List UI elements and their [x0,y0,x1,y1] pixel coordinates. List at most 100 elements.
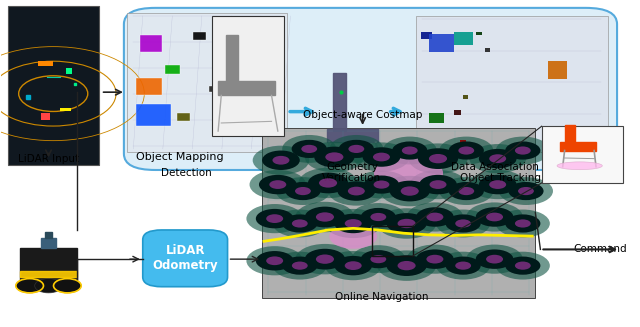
Circle shape [316,254,334,264]
Circle shape [285,182,321,200]
Circle shape [515,146,531,155]
Circle shape [345,261,362,270]
Circle shape [259,175,297,194]
Text: Object-aware Costmap: Object-aware Costmap [303,110,422,120]
Circle shape [458,187,474,195]
Circle shape [345,219,362,228]
Circle shape [429,154,447,163]
FancyBboxPatch shape [66,68,72,74]
Circle shape [246,246,303,275]
Circle shape [325,209,381,238]
Circle shape [351,245,405,273]
Circle shape [515,219,531,228]
FancyBboxPatch shape [177,113,190,121]
Text: Geometry
Verification: Geometry Verification [323,162,381,183]
Circle shape [334,256,372,275]
FancyBboxPatch shape [221,60,230,66]
FancyBboxPatch shape [41,113,50,120]
Circle shape [305,249,345,269]
Circle shape [486,255,503,264]
FancyBboxPatch shape [136,104,171,126]
Circle shape [377,208,436,239]
Circle shape [256,209,294,228]
Circle shape [426,213,444,221]
Circle shape [416,207,454,227]
Circle shape [505,142,540,160]
Text: LiDAR Input: LiDAR Input [18,154,79,164]
FancyBboxPatch shape [127,13,287,152]
Circle shape [296,244,355,274]
Circle shape [292,262,308,270]
Ellipse shape [557,162,602,170]
Circle shape [253,146,309,175]
Circle shape [282,257,317,275]
Text: Online Navigation: Online Navigation [335,292,428,302]
Polygon shape [218,81,275,95]
Circle shape [401,186,419,196]
FancyBboxPatch shape [460,140,467,144]
Circle shape [467,202,523,232]
Circle shape [449,142,484,160]
Text: Data Association &
Object Tracking: Data Association & Object Tracking [451,162,550,183]
Circle shape [305,142,364,172]
Circle shape [508,182,543,200]
Circle shape [305,207,345,227]
Polygon shape [559,143,596,150]
Circle shape [476,250,513,269]
Circle shape [348,187,365,196]
FancyBboxPatch shape [463,95,468,99]
Circle shape [439,177,493,205]
Circle shape [314,146,355,167]
Circle shape [308,173,348,193]
Circle shape [469,144,526,173]
FancyBboxPatch shape [429,113,444,123]
Circle shape [256,251,294,270]
Polygon shape [20,271,77,277]
Circle shape [390,181,430,201]
Circle shape [35,279,62,293]
FancyBboxPatch shape [454,110,461,115]
Polygon shape [327,129,378,143]
Circle shape [292,140,327,158]
Circle shape [410,170,467,199]
FancyBboxPatch shape [454,32,472,45]
Circle shape [499,177,553,205]
Circle shape [364,176,399,194]
Circle shape [353,143,410,172]
Circle shape [406,202,463,232]
Circle shape [298,168,358,198]
Circle shape [467,245,523,274]
FancyBboxPatch shape [429,34,454,52]
Circle shape [469,170,526,199]
FancyBboxPatch shape [476,31,482,35]
Text: Object Mapping: Object Mapping [136,152,224,162]
Circle shape [496,137,550,164]
Circle shape [439,137,493,164]
Circle shape [348,145,364,153]
Circle shape [402,146,418,155]
Circle shape [276,177,330,205]
Circle shape [397,219,415,228]
Circle shape [505,215,540,232]
Circle shape [371,255,387,263]
Text: Detection: Detection [161,168,212,178]
FancyBboxPatch shape [262,128,536,298]
Polygon shape [564,125,575,146]
FancyBboxPatch shape [209,86,218,92]
Circle shape [479,175,516,194]
Circle shape [273,210,327,237]
Circle shape [361,208,396,226]
Circle shape [262,150,300,170]
Circle shape [380,176,439,206]
FancyBboxPatch shape [421,31,433,39]
Polygon shape [20,248,77,280]
Circle shape [419,175,457,194]
Circle shape [355,171,408,198]
Circle shape [373,153,390,162]
Circle shape [383,137,436,164]
FancyBboxPatch shape [8,6,99,165]
Circle shape [406,245,463,274]
Circle shape [330,224,377,249]
Circle shape [374,155,443,191]
Circle shape [319,178,337,188]
